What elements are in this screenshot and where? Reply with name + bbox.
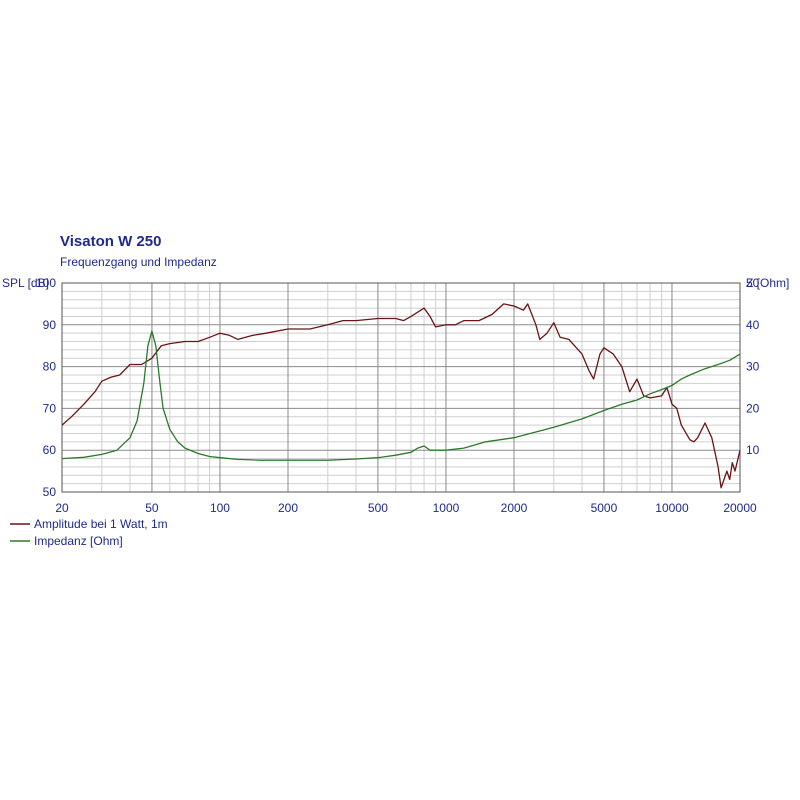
series-line-impedance	[61, 330, 741, 461]
y-tick-label-left: 90	[43, 318, 57, 332]
x-tick-label: 10000	[655, 501, 689, 515]
y-tick-label-right: 30	[746, 360, 760, 374]
y-tick-label-right: 50	[746, 276, 760, 290]
series-layer	[61, 303, 741, 489]
chart-subtitle: Frequenzgang und Impedanz	[60, 255, 217, 269]
x-tick-label: 1000	[433, 501, 460, 515]
y-tick-label-left: 80	[43, 360, 57, 374]
series-line-amplitude	[61, 303, 741, 489]
plot-grid	[62, 283, 740, 492]
x-tick-label: 500	[368, 501, 388, 515]
chart-title: Visaton W 250	[60, 233, 161, 250]
y-axis-label-left: SPL [dB]	[2, 276, 49, 290]
x-tick-label: 50	[145, 501, 159, 515]
y-tick-label-left: 60	[43, 443, 57, 457]
plot-frame	[61, 282, 741, 493]
legend: Amplitude bei 1 Watt, 1m Impedanz [Ohm]	[10, 517, 168, 548]
y-tick-label-left: 100	[36, 276, 56, 290]
tick-labels: 20 50 100 200 500 1000 2000 5000 10000 20000 50 60 7…	[36, 276, 760, 515]
x-tick-label: 5000	[591, 501, 618, 515]
y-tick-label-right: 40	[746, 318, 760, 332]
y-tick-label-left: 70	[43, 401, 57, 415]
legend-entry: Impedanz [Ohm]	[34, 534, 123, 548]
y-tick-label-left: 50	[43, 485, 57, 499]
y-axis-label-right: Z [Ohm]	[746, 276, 789, 290]
y-tick-label-right: 20	[746, 401, 760, 415]
x-tick-label: 2000	[501, 501, 528, 515]
y-tick-label-right: 10	[746, 443, 760, 457]
x-tick-label: 100	[210, 501, 230, 515]
x-tick-label: 200	[278, 501, 298, 515]
legend-entry: Amplitude bei 1 Watt, 1m	[34, 517, 168, 531]
x-tick-label: 20	[55, 501, 69, 515]
x-tick-label: 20000	[723, 501, 757, 515]
